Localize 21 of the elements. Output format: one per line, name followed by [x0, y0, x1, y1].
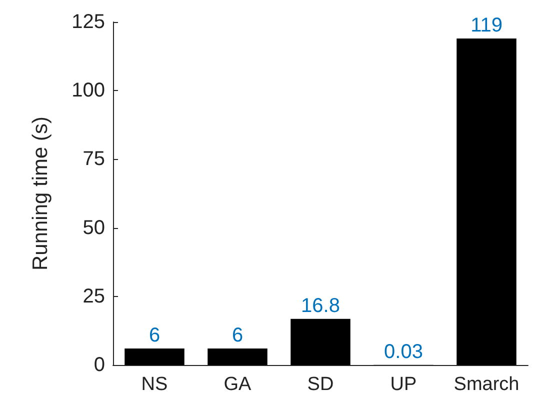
x-tick-label: GA — [224, 374, 252, 395]
data-label: 6 — [148, 324, 160, 347]
bar — [456, 38, 516, 365]
y-tick-label: 125 — [72, 11, 105, 33]
y-tick-label: 75 — [82, 148, 105, 170]
x-tick-label: Smarch — [454, 374, 520, 395]
data-label: 6 — [232, 324, 244, 347]
data-label: 0.03 — [384, 340, 423, 363]
data-label: 119 — [470, 14, 502, 36]
x-tick-label: NS — [141, 374, 168, 395]
bar — [208, 348, 268, 365]
y-tick-label: 50 — [82, 216, 105, 239]
y-tick-label: 100 — [72, 80, 105, 102]
y-tick-label: 0 — [94, 354, 105, 376]
x-tick-label: UP — [390, 374, 417, 395]
x-tick-label: SD — [307, 374, 334, 395]
bar — [290, 318, 350, 365]
y-axis-title: Running time (s) — [29, 116, 52, 271]
data-label: 16.8 — [301, 294, 340, 317]
bar — [124, 348, 184, 365]
y-tick-label: 25 — [82, 285, 105, 308]
